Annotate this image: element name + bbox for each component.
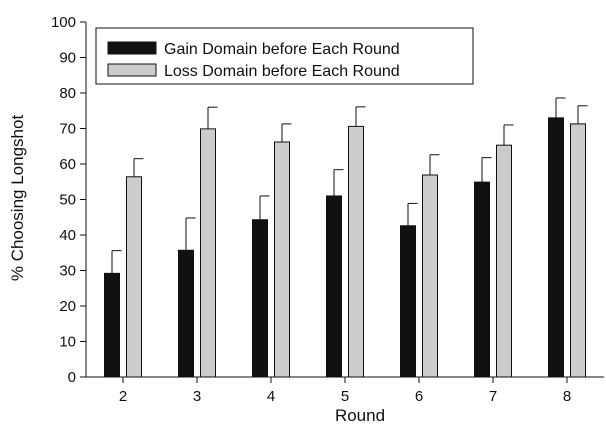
bar-loss: [496, 144, 512, 378]
bar-gain: [326, 195, 342, 378]
y-tick-label: 40: [59, 227, 76, 244]
legend-label-gain: Gain Domain before Each Round: [164, 41, 400, 58]
legend: Gain Domain before Each Round Loss Domai…: [95, 27, 474, 85]
bar-loss: [274, 141, 290, 378]
y-tick-label: 60: [59, 156, 76, 173]
y-tick-label: 20: [59, 298, 76, 315]
plot-area: 0 10 20 30 40 50 60 70 80 90 100 2 3 4 5 6 7 8: [51, 14, 604, 405]
legend-label-loss: Loss Domain before Each Round: [164, 63, 400, 80]
bar-gain: [548, 117, 564, 378]
x-tick-label: 4: [267, 388, 275, 405]
bar-gain: [178, 249, 194, 378]
bar-gain: [252, 219, 268, 378]
legend-box: [95, 27, 474, 85]
y-tick-label: 70: [59, 121, 76, 138]
y-tick-label: 90: [59, 50, 76, 67]
x-tick-label: 8: [563, 388, 571, 405]
legend-swatch-loss: [107, 63, 157, 77]
y-tick-label: 0: [68, 369, 76, 386]
y-tick-label: 10: [59, 334, 76, 351]
y-tick-label: 80: [59, 85, 76, 102]
x-tick-label: 2: [119, 388, 127, 405]
bar-gain: [474, 181, 490, 378]
bar-loss: [422, 174, 438, 378]
bar-gain: [104, 272, 120, 378]
y-tick-label: 30: [59, 263, 76, 280]
bar-gain: [400, 225, 416, 378]
x-tick-label: 3: [193, 388, 201, 405]
y-axis-title: % Choosing Longshot: [8, 115, 27, 282]
bar-loss: [200, 128, 216, 378]
bar-loss: [126, 176, 142, 378]
x-axis-title: Round: [335, 406, 385, 425]
y-tick-label: 100: [51, 14, 76, 31]
bar-loss: [570, 123, 586, 378]
bar-loss: [348, 125, 364, 378]
y-tick-label: 50: [59, 192, 76, 209]
x-tick-label: 7: [489, 388, 497, 405]
legend-swatch-gain: [107, 41, 157, 55]
x-tick-label: 5: [341, 388, 349, 405]
x-tick-label: 6: [415, 388, 423, 405]
